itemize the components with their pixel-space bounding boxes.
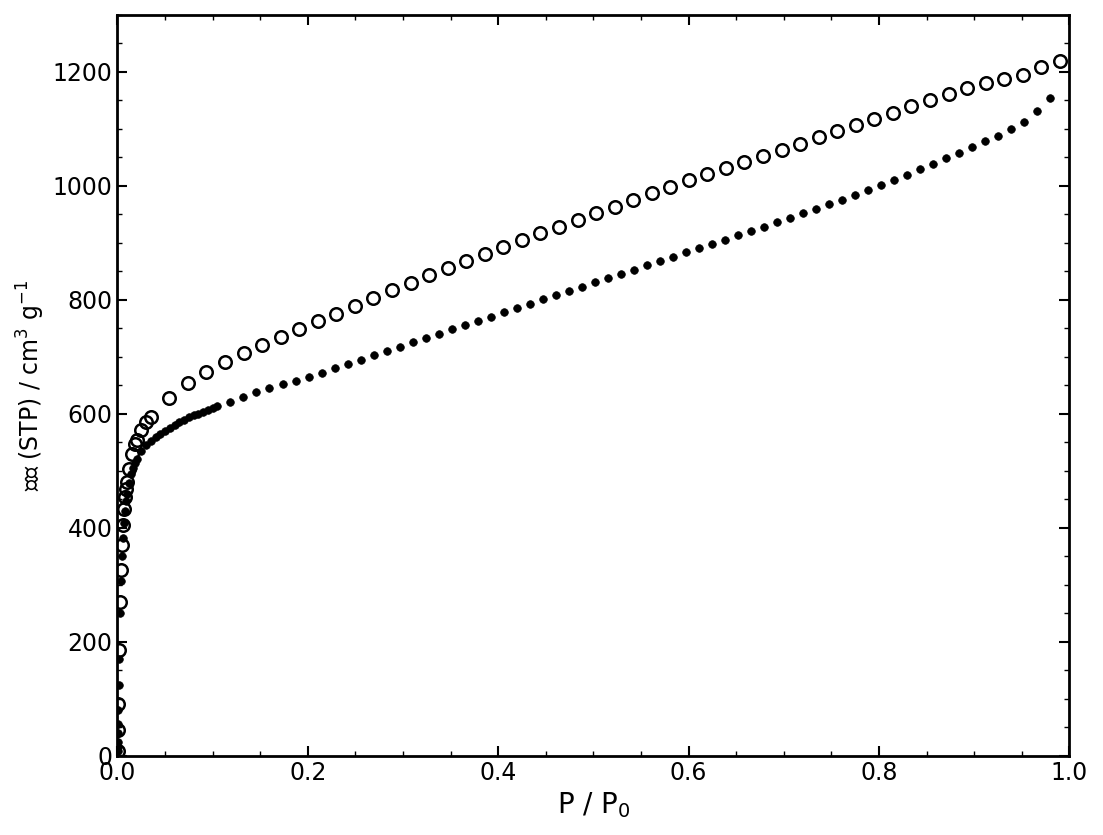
Y-axis label: 吸收 (STP) / cm$^3$ g$^{-1}$: 吸收 (STP) / cm$^3$ g$^{-1}$ — [15, 280, 47, 491]
X-axis label: P / P$_0$: P / P$_0$ — [557, 790, 630, 820]
